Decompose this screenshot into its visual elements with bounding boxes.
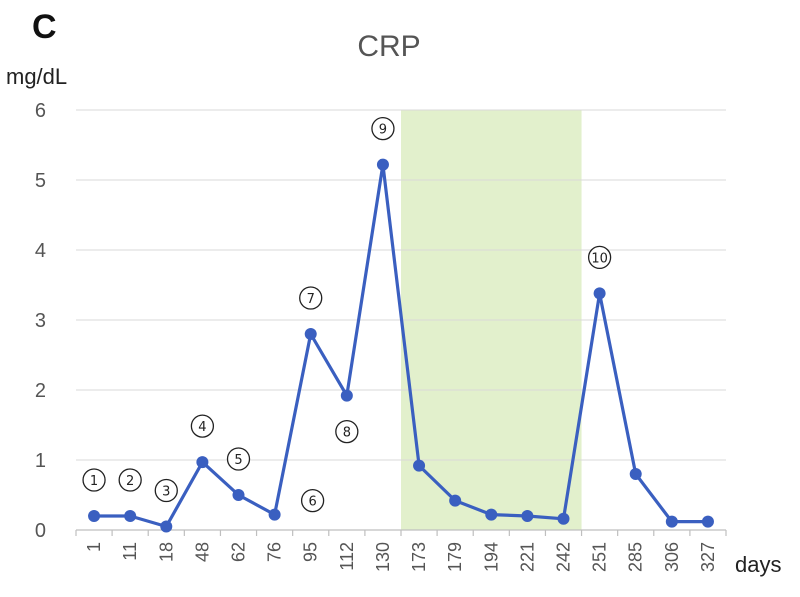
- point-annotation: 9: [371, 116, 395, 141]
- x-tick-label: 221: [517, 542, 537, 572]
- point-annotation: 1: [82, 468, 106, 492]
- point-annotation: 8: [335, 419, 359, 444]
- data-point: [413, 459, 426, 472]
- chart-title: CRP: [357, 30, 420, 63]
- data-point: [268, 508, 281, 521]
- x-tick-label: 242: [554, 542, 574, 572]
- x-tick-label: 1: [84, 542, 104, 552]
- data-point: [340, 389, 353, 402]
- data-point: [593, 287, 606, 300]
- svg-text:6: 6: [308, 495, 316, 510]
- data-point: [124, 510, 137, 522]
- svg-text:7: 7: [307, 292, 315, 307]
- x-tick-label: 95: [301, 542, 321, 562]
- point-annotation: 4: [190, 414, 215, 438]
- data-point: [304, 328, 317, 340]
- x-tick-label: 48: [192, 542, 212, 562]
- x-tick-label: 11: [120, 542, 140, 561]
- x-tick-label: 130: [373, 542, 393, 572]
- x-tick-label: 18: [156, 542, 176, 562]
- x-tick-label: 62: [229, 542, 249, 562]
- data-point: [557, 512, 570, 525]
- x-axis-title: days: [735, 552, 781, 577]
- x-tick-label: 76: [265, 542, 285, 562]
- x-tick-label: 306: [662, 542, 682, 572]
- data-point: [665, 515, 678, 528]
- data-point: [88, 510, 101, 522]
- svg-text:8: 8: [343, 426, 351, 441]
- point-annotation: 7: [299, 286, 323, 310]
- y-tick-label: 1: [35, 450, 46, 472]
- svg-text:3: 3: [162, 485, 170, 500]
- x-tick-label: 327: [698, 542, 718, 572]
- x-tick-label: 251: [590, 542, 610, 572]
- point-annotation: 5: [226, 447, 251, 471]
- x-tick-label: 112: [337, 542, 357, 571]
- svg-text:5: 5: [234, 453, 242, 468]
- data-point: [701, 515, 714, 528]
- svg-text:2: 2: [126, 474, 134, 489]
- svg-text:10: 10: [591, 251, 608, 266]
- y-axis-unit: mg/dL: [6, 64, 67, 89]
- data-point: [232, 489, 245, 501]
- y-tick-label: 3: [35, 310, 46, 332]
- crp-series-line: [94, 163, 708, 529]
- data-point: [485, 508, 498, 521]
- y-tick-label: 5: [35, 170, 46, 192]
- svg-text:1: 1: [90, 474, 98, 489]
- x-tick-label: 179: [445, 542, 465, 572]
- data-point: [449, 494, 462, 507]
- data-point: [160, 520, 173, 533]
- y-tick-label: 2: [35, 380, 46, 402]
- data-point: [376, 158, 389, 171]
- point-annotation: 3: [154, 478, 178, 503]
- y-tick-label: 0: [35, 520, 46, 542]
- x-tick-label: 285: [626, 542, 646, 572]
- point-annotation: 6: [300, 488, 325, 513]
- data-point: [629, 468, 642, 480]
- y-tick-label: 6: [35, 100, 46, 122]
- point-annotation: 10: [587, 245, 612, 270]
- y-tick-label: 4: [35, 240, 46, 262]
- x-tick-label: 173: [409, 542, 429, 572]
- svg-text:4: 4: [198, 420, 206, 435]
- svg-text:9: 9: [379, 123, 387, 138]
- data-point: [521, 510, 534, 522]
- panel-label: C: [32, 8, 57, 46]
- point-annotation: 2: [118, 468, 142, 492]
- data-point: [196, 456, 209, 469]
- x-tick-label: 194: [481, 542, 501, 572]
